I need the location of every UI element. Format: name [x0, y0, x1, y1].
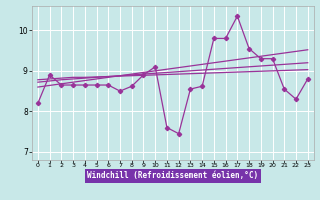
X-axis label: Windchill (Refroidissement éolien,°C): Windchill (Refroidissement éolien,°C) [87, 171, 258, 180]
